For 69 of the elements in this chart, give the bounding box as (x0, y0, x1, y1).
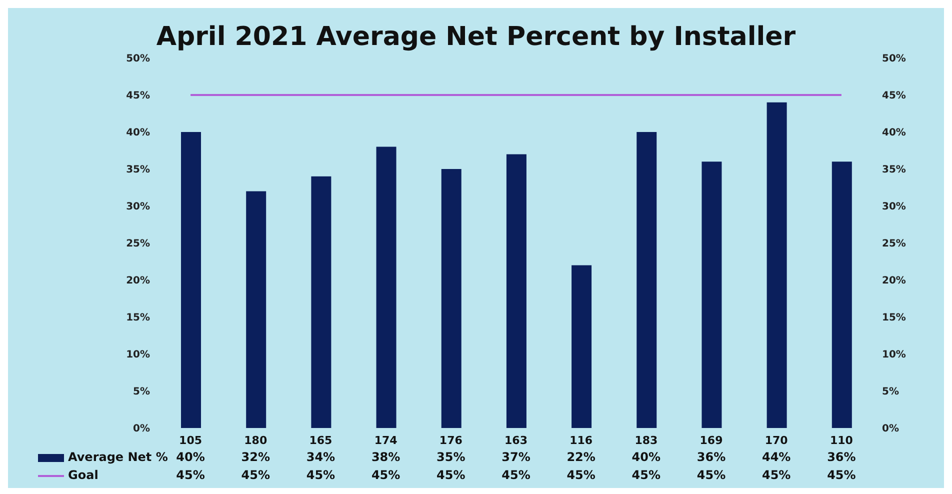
legend-label: Goal (67, 468, 98, 482)
x-tick-label: 105 (179, 434, 202, 447)
data-label: 32% (240, 450, 271, 464)
bar (832, 162, 852, 428)
y-tick-label: 10% (126, 350, 150, 361)
y-tick-label: 35% (126, 164, 150, 176)
y2-tick-label: 0% (882, 424, 899, 435)
data-label: 40% (176, 450, 205, 464)
y2-tick-label: 45% (882, 90, 906, 102)
y2-tick-label: 25% (882, 238, 906, 250)
data-label: 37% (500, 450, 532, 464)
x-tick-label: 116 (570, 434, 593, 447)
y2-tick-label: 15% (882, 312, 906, 324)
y2-tick-label: 50% (882, 54, 906, 65)
bar (636, 132, 657, 428)
y-tick-label: 50% (126, 54, 150, 65)
bar (572, 265, 592, 428)
x-tick-label: 183 (634, 434, 658, 447)
y2-tick-label: 20% (882, 276, 906, 287)
data-label: 45% (240, 468, 271, 482)
y-tick-label: 45% (126, 90, 150, 102)
data-label: 36% (826, 450, 857, 464)
x-tick-label: 110 (830, 434, 854, 447)
y-tick-label: 5% (133, 386, 150, 398)
y2-tick-label: 10% (882, 350, 906, 361)
y-tick-label: 40% (126, 128, 150, 139)
bar (376, 146, 396, 428)
bar (246, 191, 266, 428)
data-label: 34% (305, 450, 336, 464)
data-label: 45% (175, 468, 206, 482)
data-label: 22% (566, 450, 596, 464)
y2-tick-label: 5% (882, 386, 899, 398)
data-label: 45% (500, 468, 532, 482)
data-label: 45% (436, 468, 466, 482)
y2-tick-label: 35% (882, 164, 906, 176)
data-label: 44% (760, 450, 792, 464)
y-tick-label: 30% (126, 202, 150, 213)
x-tick-label: 174 (374, 434, 398, 447)
data-label: 35% (436, 450, 466, 464)
data-label: 38% (370, 450, 402, 464)
x-tick-label: 163 (504, 434, 528, 447)
legend-label: Average Net % (67, 450, 168, 464)
y-tick-label: 20% (126, 276, 150, 287)
y-tick-label: 25% (126, 238, 150, 250)
x-tick-label: 176 (439, 434, 463, 447)
data-label: 45% (630, 468, 662, 482)
data-label: 45% (826, 468, 857, 482)
chart-title: April 2021 Average Net Percent by Installer (155, 22, 797, 52)
y2-tick-label: 30% (882, 202, 906, 213)
bar (311, 176, 332, 428)
data-label: 40% (630, 450, 662, 464)
x-tick-label: 180 (244, 434, 268, 447)
bar (702, 162, 722, 428)
x-tick-label: 169 (700, 434, 723, 447)
bar (766, 102, 787, 428)
x-tick-label: 165 (309, 434, 332, 447)
y-tick-label: 0% (133, 424, 150, 435)
bar (441, 169, 462, 428)
y2-tick-label: 40% (882, 128, 906, 139)
bar (181, 132, 201, 428)
data-label: 45% (370, 468, 402, 482)
data-label: 45% (305, 468, 336, 482)
data-label: 45% (566, 468, 596, 482)
data-label: 45% (696, 468, 727, 482)
y-tick-label: 15% (126, 312, 150, 324)
data-label: 36% (696, 450, 727, 464)
bar (506, 154, 526, 428)
x-tick-label: 170 (764, 434, 788, 447)
data-label: 45% (760, 468, 792, 482)
